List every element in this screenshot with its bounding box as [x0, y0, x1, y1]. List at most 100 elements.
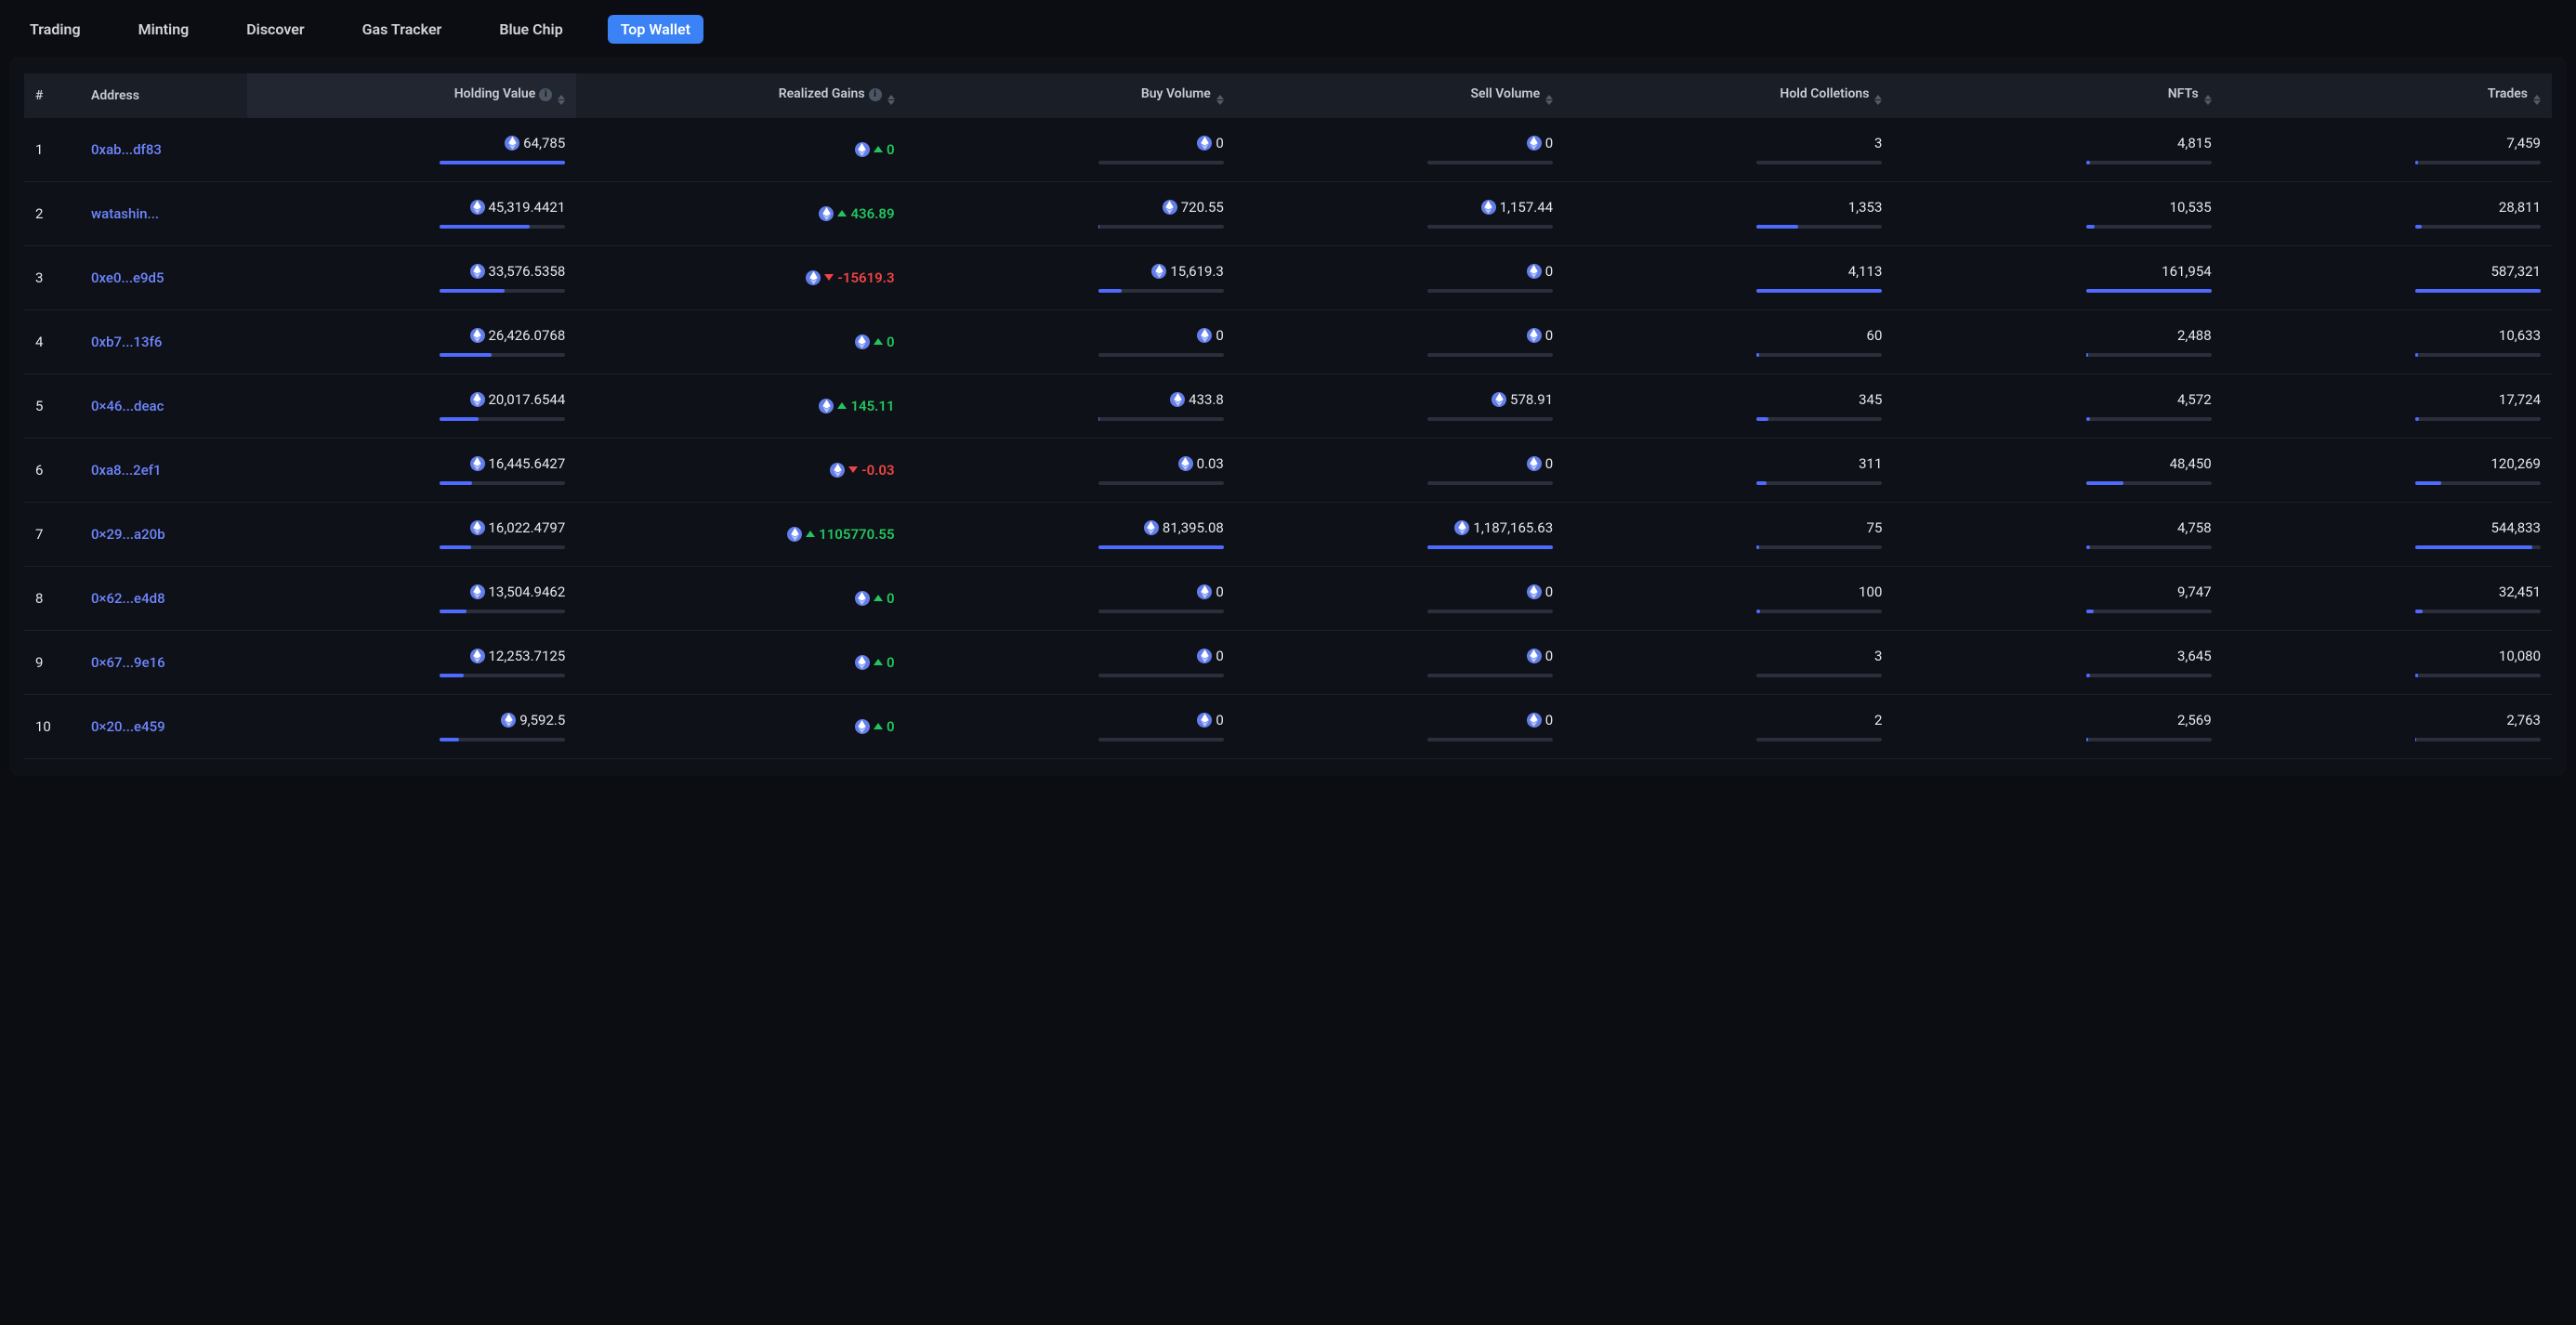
wallet-address-link[interactable]: 0xa8...2ef1 [91, 462, 162, 479]
sort-icon [2533, 95, 2541, 105]
cell-value: 1,353 [1848, 199, 1883, 216]
cell-value: 28,811 [2499, 199, 2541, 216]
cell-nfts: 9,747 [1893, 567, 2222, 631]
cell-value: 0 [1545, 455, 1553, 472]
cell-value: 0 [887, 654, 895, 671]
progress-bar [1427, 289, 1553, 293]
cell-rank: 1 [24, 118, 80, 182]
nav-item-trading[interactable]: Trading [17, 15, 94, 44]
cell-value: 64,785 [523, 135, 565, 151]
table-body: 10xab...df8364,78500034,8157,4592watashi… [24, 118, 2552, 759]
cell-value: 436.89 [850, 205, 894, 222]
progress-bar [2086, 481, 2212, 485]
nav-item-minting[interactable]: Minting [125, 15, 203, 44]
info-icon: i [539, 88, 552, 101]
progress-bar [440, 161, 565, 164]
cell-value: 15,619.3 [1170, 263, 1224, 280]
wallet-address-link[interactable]: 0×20...e459 [91, 718, 165, 735]
wallet-address-link[interactable]: 0×29...a20b [91, 526, 165, 543]
eth-icon [855, 591, 870, 606]
eth-icon [855, 655, 870, 670]
wallet-address-link[interactable]: 0×67...9e16 [91, 654, 165, 671]
col-header-sell[interactable]: Sell Volume [1235, 73, 1564, 118]
cell-rank: 8 [24, 567, 80, 631]
progress-bar [1756, 674, 1882, 677]
trend-up-icon [874, 338, 883, 345]
cell-gains: -15619.3 [576, 246, 905, 310]
cell-value: 0 [1216, 648, 1223, 664]
trend-up-icon [874, 723, 883, 729]
eth-icon [470, 456, 485, 471]
cell-value: 2,569 [2177, 712, 2212, 728]
cell-rank: 7 [24, 503, 80, 567]
wallet-table: #AddressHolding ValueiRealized GainsiBuy… [24, 73, 2552, 759]
progress-bar [1098, 481, 1224, 485]
progress-bar [440, 353, 565, 357]
cell-value: 3 [1874, 648, 1882, 664]
eth-icon [1151, 264, 1166, 279]
trend-up-icon [874, 595, 883, 601]
cell-rank: 10 [24, 695, 80, 759]
cell-value: 7,459 [2506, 135, 2541, 151]
col-header-trades[interactable]: Trades [2223, 73, 2552, 118]
cell-address: 0×29...a20b [80, 503, 247, 567]
nav-item-blue-chip[interactable]: Blue Chip [486, 15, 575, 44]
cell-address: 0×62...e4d8 [80, 567, 247, 631]
cell-value: 578.91 [1510, 391, 1553, 408]
wallet-address-link[interactable]: 0×62...e4d8 [91, 590, 165, 607]
col-header-buy[interactable]: Buy Volume [906, 73, 1235, 118]
cell-holding: 20,017.6544 [247, 374, 576, 439]
wallet-address-link[interactable]: 0xab...df83 [91, 141, 162, 158]
progress-bar [1756, 738, 1882, 741]
progress-bar [1098, 225, 1224, 229]
eth-icon [1527, 584, 1542, 599]
cell-trades: 120,269 [2223, 439, 2552, 503]
col-label: Address [91, 88, 139, 103]
cell-address: 0xa8...2ef1 [80, 439, 247, 503]
nav-item-top-wallet[interactable]: Top Wallet [608, 15, 703, 44]
cell-value: 3 [1874, 135, 1882, 151]
cell-hold: 1,353 [1564, 182, 1893, 246]
cell-value: 33,576.5358 [489, 263, 566, 280]
eth-icon [1492, 392, 1506, 407]
cell-rank: 5 [24, 374, 80, 439]
cell-hold: 3 [1564, 118, 1893, 182]
col-header-nfts[interactable]: NFTs [1893, 73, 2222, 118]
cell-nfts: 10,535 [1893, 182, 2222, 246]
cell-buy: 0 [906, 567, 1235, 631]
cell-sell: 0 [1235, 246, 1564, 310]
col-header-holding[interactable]: Holding Valuei [247, 73, 576, 118]
table-row: 70×29...a20b16,022.47971105770.5581,395.… [24, 503, 2552, 567]
cell-gains: 0 [576, 631, 905, 695]
trend-up-icon [806, 531, 815, 537]
wallet-address-link[interactable]: 0xe0...e9d5 [91, 269, 164, 286]
sort-icon [887, 95, 895, 105]
col-header-gains[interactable]: Realized Gainsi [576, 73, 905, 118]
wallet-address-link[interactable]: 0xb7...13f6 [91, 334, 162, 350]
cell-value: 433.8 [1189, 391, 1224, 408]
wallet-address-link[interactable]: 0×46...deac [91, 398, 164, 414]
cell-value: 0 [887, 334, 895, 350]
eth-icon [470, 392, 485, 407]
nav-item-discover[interactable]: Discover [233, 15, 317, 44]
eth-icon [855, 719, 870, 734]
wallet-address-link[interactable]: watashin... [91, 205, 159, 222]
progress-bar [2415, 289, 2541, 293]
cell-holding: 9,592.5 [247, 695, 576, 759]
col-header-hold[interactable]: Hold Colletions [1564, 73, 1893, 118]
sort-icon [1545, 95, 1553, 105]
cell-value: 0 [1545, 263, 1553, 280]
progress-bar [1098, 610, 1224, 613]
progress-bar [2415, 481, 2541, 485]
eth-icon [806, 270, 821, 285]
eth-icon [470, 520, 485, 535]
cell-sell: 0 [1235, 567, 1564, 631]
cell-value: 0 [1545, 135, 1553, 151]
progress-bar [1756, 161, 1882, 164]
progress-bar [1098, 289, 1224, 293]
nav-item-gas-tracker[interactable]: Gas Tracker [349, 15, 455, 44]
progress-bar [2415, 353, 2541, 357]
cell-value: 60 [1867, 327, 1883, 344]
cell-gains: 0 [576, 567, 905, 631]
cell-value: 0 [1216, 712, 1223, 728]
